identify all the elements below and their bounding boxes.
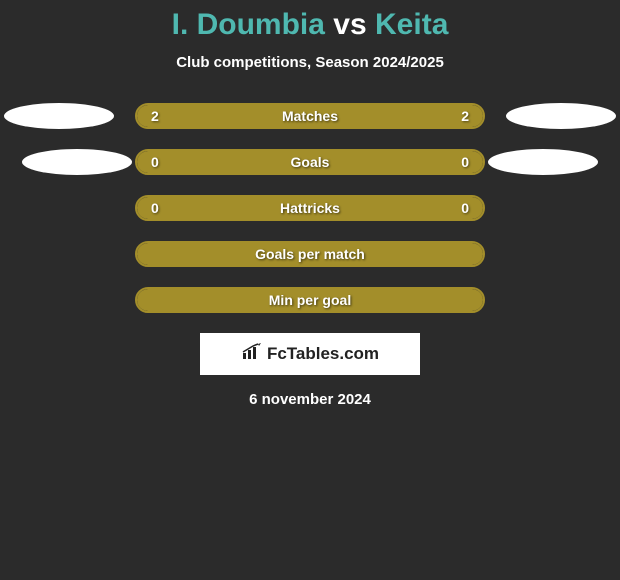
stat-label: Matches — [137, 108, 483, 124]
stat-row: 22Matches — [0, 101, 620, 131]
vs-text: vs — [333, 8, 366, 41]
subtitle: Club competitions, Season 2024/2025 — [0, 54, 620, 71]
stat-row: 00Hattricks — [0, 193, 620, 223]
player1-name: I. Doumbia — [172, 8, 325, 41]
player2-name: Keita — [375, 8, 448, 41]
logo-text: FcTables.com — [267, 344, 379, 364]
stat-label: Goals — [137, 154, 483, 170]
stat-label: Hattricks — [137, 200, 483, 216]
stat-bar: Goals per match — [135, 241, 485, 267]
chart-icon — [241, 343, 263, 366]
stat-bar: 00Goals — [135, 149, 485, 175]
stat-bar: 00Hattricks — [135, 195, 485, 221]
stat-row: Min per goal — [0, 285, 620, 315]
stat-row: 00Goals — [0, 147, 620, 177]
stat-label: Min per goal — [137, 292, 483, 308]
player2-marker — [506, 103, 616, 129]
player1-marker — [4, 103, 114, 129]
logo: FcTables.com — [241, 343, 379, 366]
page-title: I. Doumbia vs Keita — [0, 8, 620, 42]
date-text: 6 november 2024 — [0, 391, 620, 408]
stat-bar: Min per goal — [135, 287, 485, 313]
comparison-card: I. Doumbia vs Keita Club competitions, S… — [0, 0, 620, 580]
stat-bar: 22Matches — [135, 103, 485, 129]
stat-row: Goals per match — [0, 239, 620, 269]
stat-rows: 22Matches 00Goals 00Hattricks Goals per mat… — [0, 101, 620, 315]
player2-marker — [488, 149, 598, 175]
logo-box: FcTables.com — [200, 333, 420, 375]
stat-label: Goals per match — [137, 246, 483, 262]
player1-marker — [22, 149, 132, 175]
